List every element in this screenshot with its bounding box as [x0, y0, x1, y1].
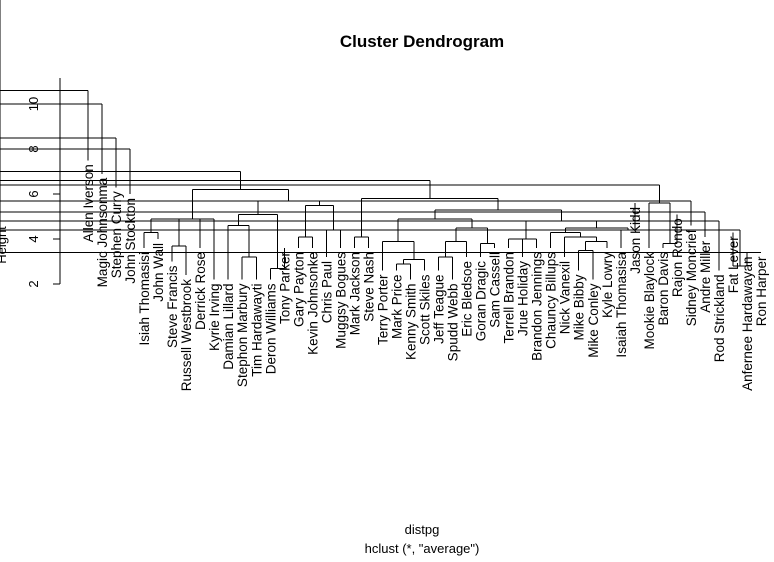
leaf-label: Sam Cassell [488, 252, 503, 328]
leaf-label: Sidney Moncrief [684, 229, 699, 326]
leaf-label: Mike Bibby [572, 274, 587, 340]
leaf-label: Scott Skiles [418, 274, 433, 345]
leaf-label: Kevin Johnsonke [305, 252, 320, 355]
leaf-label: Fat Lever [726, 236, 741, 294]
leaf-labels: Allen Iverson Magic Johnsonma Stephen Curr… [81, 164, 769, 391]
chart-subtitle: hclust (*, "average") [365, 541, 480, 556]
leaf-label: Mark Price [389, 275, 404, 340]
leaf-label: Russell Westbrook [179, 279, 194, 392]
leaf-label: Stephen Curry [109, 191, 124, 278]
leaf-label: Baron Davis [656, 252, 671, 326]
leaf-label: Spudd Webb [446, 284, 461, 362]
leaf-label: Ron Harper [754, 256, 769, 326]
leaf-label: Chris Paul [319, 261, 334, 323]
leaf-label: John Stockton [123, 198, 138, 284]
leaf-label: Tim Hardawayti [249, 284, 264, 377]
chart-title: Cluster Dendrogram [340, 32, 504, 51]
leaf-label: Isaiah Thomasisa [614, 252, 629, 358]
leaf-label: Anfernee Hardawayan [740, 257, 755, 391]
leaf-label: Mark Jackson [347, 252, 362, 335]
leaf-label: Mike Conley [586, 283, 601, 358]
y-axis-label: Height [0, 226, 9, 264]
leaf-label: Brandon Jennings [530, 252, 545, 361]
leaf-label: Stephon Marbury [235, 283, 250, 387]
leaf-label: Tony Parker [277, 251, 292, 324]
leaf-label: Mookie Blaylock [642, 252, 657, 350]
leaf-label: Chauncy Billups [544, 252, 559, 349]
x-axis-label: distpg [405, 522, 440, 537]
leaf-label: John Wall [151, 243, 166, 302]
leaf-label: Rod Strickland [712, 275, 727, 363]
y-tick-label: 4 [26, 235, 41, 242]
leaf-label: Allen Iverson [81, 164, 96, 242]
leaf-label: Muggsy Bogues [333, 252, 348, 349]
leaf-label: Terrell Brandon [502, 252, 517, 344]
leaf-label: Deron Williams [263, 283, 278, 374]
leaf-label: Andre Miller [698, 240, 713, 313]
leaf-label: Kyrie Irving [207, 284, 222, 352]
leaf-label: Jrue Holiday [516, 261, 531, 336]
leaf-label: Goran Dragic [474, 261, 489, 342]
leaf-label: Terry Porter [375, 274, 390, 345]
y-tick-label: 6 [26, 190, 41, 197]
leaf-label: Damian Lillard [221, 284, 236, 370]
leaf-label: Kyle Lowry [600, 252, 615, 318]
leaf-label: Kenny Smith [403, 284, 418, 361]
leaf-label: Magic Johnsonma [95, 177, 110, 287]
leaf-label: Rajon Rondo [670, 218, 685, 297]
leaf-label: Gary Payton [291, 252, 306, 327]
leaf-label: Isiah Thomasisi [137, 252, 152, 346]
leaf-label: Steve Francis [165, 265, 180, 348]
leaf-label: Derrick Rose [193, 252, 208, 330]
leaf-label: Eric Bledsoe [460, 261, 475, 337]
dendrogram-branches [0, 0, 761, 280]
y-tick-label: 2 [26, 280, 41, 287]
leaf-label: Jeff Teague [432, 275, 447, 344]
leaf-label: Steve Nash [361, 252, 376, 322]
leaf-label: Nick Vanexil [558, 261, 573, 334]
leaf-label: Jason Kidd [628, 207, 643, 274]
